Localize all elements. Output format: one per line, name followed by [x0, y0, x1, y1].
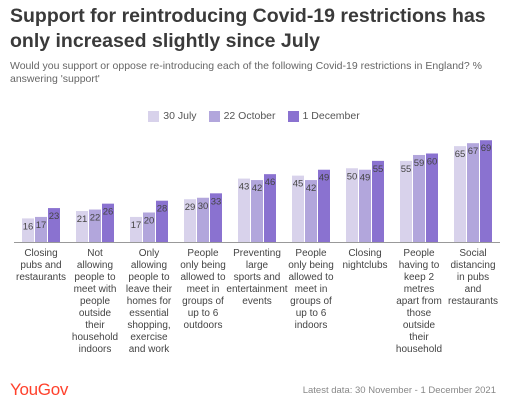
bar-6-series-3 — [318, 169, 330, 242]
data-label-8-series-1: 55 — [401, 164, 412, 175]
data-label-6-series-3: 49 — [319, 173, 330, 184]
legend-swatch-22-october — [208, 110, 220, 122]
chart-title: Support for reintroducing Covid-19 restr… — [10, 5, 486, 52]
bar-2-series-2 — [89, 209, 101, 242]
data-label-4-series-2: 30 — [198, 201, 209, 212]
legend-item-22-october: 22 October — [208, 110, 276, 122]
data-label-9-series-1: 65 — [455, 149, 466, 160]
bar-2-series-3 — [102, 203, 114, 242]
legend-item-1-december: 1 December — [287, 110, 360, 122]
bar-7-series-1 — [346, 168, 358, 242]
data-label-6-series-1: 45 — [293, 179, 304, 190]
bar-7-series-3 — [372, 160, 384, 242]
data-label-7-series-2: 49 — [360, 173, 371, 184]
bar-1-series-1 — [22, 218, 34, 242]
legend-item-30-july: 30 July — [148, 110, 197, 122]
data-label-1-series-1: 16 — [23, 221, 34, 232]
yougov-logo: YouGov — [10, 380, 69, 399]
chart-subtitle: Would you support or oppose re-introduci… — [10, 60, 482, 85]
bar-4-series-3 — [210, 193, 222, 242]
data-label-5-series-2: 42 — [252, 183, 263, 194]
bar-7-series-2 — [359, 169, 371, 242]
data-label-2-series-2: 22 — [90, 213, 101, 224]
bar-5-series-2 — [251, 180, 263, 242]
legend-label-30-july: 30 July — [163, 110, 197, 122]
data-label-1-series-2: 17 — [36, 220, 47, 231]
bar-3-series-1 — [130, 216, 142, 242]
legend-label-1-december: 1 December — [302, 110, 360, 122]
legend: 30 July 22 October 1 December — [0, 110, 508, 122]
footer-note: Latest data: 30 November - 1 December 20… — [302, 385, 496, 396]
category-label-5: Preventing large sports and entertainment ev… — [226, 248, 287, 307]
category-label-8: People having to keep 2 metres apart from tho… — [396, 248, 442, 355]
data-label-4-series-1: 29 — [185, 202, 196, 213]
legend-label-22-october: 22 October — [223, 110, 276, 122]
data-label-3-series-3: 28 — [157, 204, 168, 215]
bar-1-series-2 — [35, 216, 47, 242]
legend-swatch-1-december — [287, 110, 299, 122]
data-label-9-series-2: 67 — [468, 146, 479, 157]
data-label-3-series-1: 17 — [131, 220, 142, 231]
bar-9-series-3 — [480, 140, 492, 242]
bar-4-series-1 — [184, 199, 196, 242]
data-label-6-series-2: 42 — [306, 183, 317, 194]
data-label-7-series-1: 50 — [347, 171, 358, 182]
data-label-4-series-3: 33 — [211, 196, 222, 207]
bar-8-series-2 — [413, 154, 425, 242]
data-label-1-series-3: 23 — [49, 211, 60, 222]
data-label-2-series-1: 21 — [77, 214, 88, 225]
data-label-5-series-3: 46 — [265, 177, 276, 188]
data-label-9-series-3: 69 — [481, 143, 492, 154]
bar-3-series-3 — [156, 200, 168, 242]
category-label-2: Not allowing people to meet with people outsi… — [72, 248, 118, 355]
bar-5-series-3 — [264, 174, 276, 242]
bar-8-series-1 — [400, 160, 412, 242]
bar-2-series-1 — [76, 211, 88, 242]
bar-9-series-2 — [467, 143, 479, 242]
category-label-4: People only being allowed to meet in groups … — [180, 248, 226, 331]
bar-5-series-1 — [238, 178, 250, 242]
data-label-3-series-2: 20 — [144, 216, 155, 227]
bar-4-series-2 — [197, 197, 209, 242]
data-label-8-series-3: 60 — [427, 157, 438, 168]
bar-1-series-3 — [48, 208, 60, 242]
bar-8-series-3 — [426, 153, 438, 242]
data-label-8-series-2: 59 — [414, 158, 425, 169]
category-label-9: Social distancing in pubs and restaurants — [448, 248, 498, 307]
category-label-1: Closing pubs and restaurants — [16, 248, 66, 283]
category-label-3: Only allowing people to leave their homes fo… — [126, 248, 173, 355]
legend-swatch-30-july — [148, 110, 160, 122]
data-label-2-series-3: 26 — [103, 207, 114, 218]
bar-3-series-2 — [143, 212, 155, 242]
data-label-5-series-1: 43 — [239, 182, 250, 193]
category-label-7: Closing nightclubs — [342, 248, 387, 271]
category-label-6: People only being allowed to meet in groups … — [288, 248, 334, 331]
bar-9-series-1 — [454, 146, 466, 242]
bar-6-series-2 — [305, 180, 317, 242]
data-label-7-series-3: 55 — [373, 164, 384, 175]
bar-6-series-1 — [292, 175, 304, 242]
